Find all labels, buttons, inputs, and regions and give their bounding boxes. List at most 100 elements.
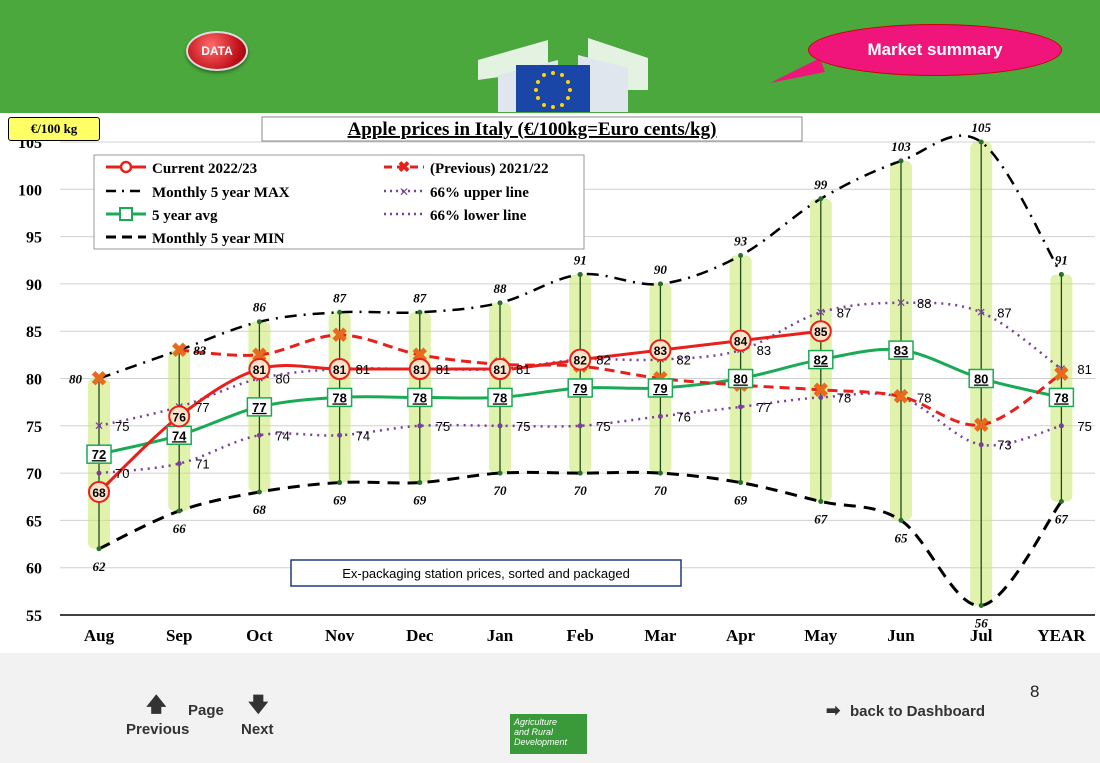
lower-data-label: 73	[997, 438, 1011, 453]
current-marker	[328, 358, 351, 381]
avg-data-label: 78	[332, 390, 346, 405]
x-tick-label: YEAR	[1037, 626, 1086, 645]
avg-marker	[647, 378, 674, 398]
note-box	[290, 559, 682, 587]
lower-data-label: 78	[917, 390, 931, 405]
market-summary-button[interactable]: Market summary	[808, 24, 1062, 76]
avg-data-label: 74	[172, 428, 187, 443]
right-arrow-icon[interactable]: ➡	[826, 701, 841, 720]
current-marker	[489, 358, 511, 381]
avg-data-label: 79	[573, 381, 587, 396]
current-data-label: 68	[92, 486, 106, 500]
y-tick-label: 90	[26, 277, 42, 294]
agri-rural-development-badge: Agriculture and Rural Development	[510, 714, 587, 754]
lower-data-label: 75	[516, 419, 530, 434]
max-data-label: 87	[413, 290, 427, 305]
data-button[interactable]: DATA	[186, 31, 248, 71]
min-data-label: 70	[494, 483, 508, 498]
current-data-label: 81	[493, 363, 507, 377]
lower-data-label: 75	[596, 419, 610, 434]
previous-data-label: 83	[193, 343, 207, 358]
upper-point: ✕	[1056, 362, 1066, 376]
lower-point	[818, 394, 824, 400]
current-data-label: 81	[333, 363, 347, 377]
current-data-label: 83	[654, 344, 668, 358]
avg-marker	[888, 340, 914, 360]
avg-data-label: 77	[252, 400, 266, 415]
avg-marker	[86, 444, 112, 464]
legend-upper-label: 66% upper line	[430, 185, 529, 201]
next-arrow-icon[interactable]: 🡇	[248, 694, 269, 716]
avg-marker	[326, 387, 353, 408]
min-point	[978, 603, 984, 609]
max-data-label: 86	[253, 300, 267, 315]
previous-data-label: 80	[69, 372, 83, 387]
previous-point: ✖	[893, 386, 910, 408]
avg-marker	[968, 368, 994, 389]
x-tick-label: Mar	[644, 626, 677, 645]
current-data-label: 82	[574, 354, 588, 368]
max-data-label: 90	[654, 262, 668, 277]
next-link[interactable]: Next	[241, 721, 274, 738]
upper-point: ✕	[816, 305, 826, 319]
previous-arrow-icon[interactable]: 🡅	[146, 694, 167, 716]
max-point	[577, 271, 583, 277]
legend-current-marker	[119, 160, 133, 174]
current-marker	[248, 358, 271, 381]
lower-point	[577, 423, 583, 429]
max-data-label: 93	[734, 234, 748, 249]
previous-point: ✖	[1053, 364, 1070, 386]
min-point	[417, 480, 423, 486]
max-data-label: 99	[814, 177, 828, 192]
current-marker	[408, 358, 431, 381]
max-point	[978, 139, 984, 145]
chart-title: Apple prices in Italy (€/100kg=Euro cent…	[348, 119, 717, 140]
upper-data-label: 82	[676, 353, 690, 368]
min-data-label: 69	[333, 493, 347, 508]
avg-data-label: 83	[894, 343, 908, 358]
x-tick-label: Sep	[166, 626, 192, 645]
min-point	[818, 498, 824, 504]
lower-data-label: 75	[436, 419, 450, 434]
avg-data-label: 78	[413, 390, 427, 405]
agri-badge-line-2: and Rural	[514, 727, 554, 737]
min-data-label: 66	[173, 521, 187, 536]
upper-data-label: 80	[275, 372, 289, 387]
x-tick-label: Aug	[84, 626, 115, 645]
upper-data-label: 81	[356, 362, 370, 377]
lower-data-label: 74	[356, 428, 370, 443]
agri-badge-line-1: Agriculture	[514, 717, 558, 727]
avg-data-label: 80	[974, 372, 988, 387]
x-tick-label: Feb	[567, 626, 594, 645]
max-data-label: 105	[971, 120, 991, 135]
max-data-label: 88	[494, 281, 508, 296]
avg-marker	[727, 368, 754, 389]
avg-marker	[487, 387, 513, 408]
current-data-label: 81	[413, 363, 427, 377]
current-marker	[168, 405, 191, 428]
max-data-label: 87	[333, 290, 347, 305]
lower-point	[1058, 423, 1064, 429]
upper-data-label: 81	[516, 362, 530, 377]
current-marker	[649, 339, 672, 362]
lower-data-label: 70	[115, 466, 129, 481]
min-data-label: 67	[1055, 511, 1069, 526]
back-to-dashboard-link[interactable]: back to Dashboard	[850, 703, 986, 720]
y-tick-label: 65	[26, 513, 42, 530]
max-point	[898, 158, 904, 164]
upper-data-label: 81	[436, 362, 450, 377]
max-point	[818, 196, 824, 202]
upper-data-label: 77	[195, 400, 209, 415]
max-point	[1058, 271, 1064, 277]
max-data-label: 103	[891, 139, 911, 154]
previous-link[interactable]: Previous	[126, 721, 190, 738]
agri-badge-line-3: Development	[514, 737, 568, 747]
current-data-label: 85	[814, 325, 828, 339]
min-data-label: 68	[253, 502, 267, 517]
avg-data-label: 80	[733, 372, 747, 387]
avg-data-label: 78	[493, 390, 507, 405]
lower-point	[176, 461, 182, 467]
min-point	[657, 470, 663, 476]
lower-point	[256, 432, 262, 438]
current-marker	[729, 329, 752, 352]
